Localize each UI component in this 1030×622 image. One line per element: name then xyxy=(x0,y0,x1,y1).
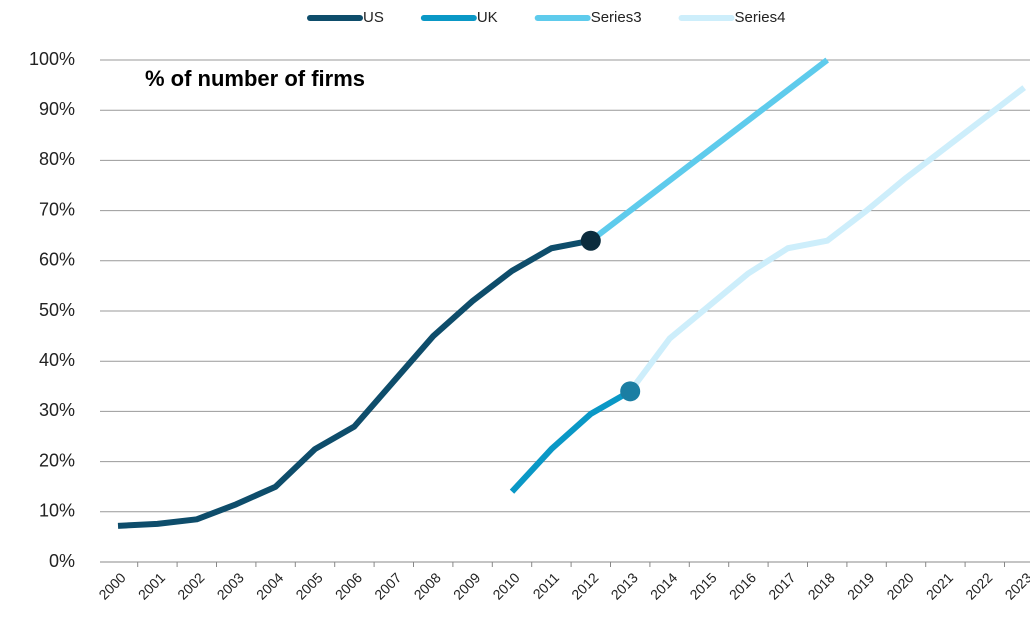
grid xyxy=(100,59,1030,563)
chart-title: % of number of firms xyxy=(145,66,365,91)
y-tick-label: 30% xyxy=(39,400,75,420)
x-tick-label: 2020 xyxy=(883,569,916,602)
y-tick-label: 50% xyxy=(39,300,75,320)
series-line xyxy=(509,388,632,494)
x-tick-label: 2005 xyxy=(292,569,325,602)
x-tick-label: 2023 xyxy=(1002,569,1030,602)
x-tick-label: 2019 xyxy=(844,569,877,602)
x-tick-label: 2013 xyxy=(608,569,641,602)
y-tick-label: 90% xyxy=(39,99,75,119)
x-tick-label: 2012 xyxy=(568,569,601,602)
x-tick-label: 2014 xyxy=(647,569,680,602)
y-tick-label: 20% xyxy=(39,450,75,470)
x-tick-label: 2006 xyxy=(332,569,365,602)
x-tick-label: 2017 xyxy=(765,569,798,602)
y-tick-label: 80% xyxy=(39,149,75,169)
x-tick-label: 2016 xyxy=(726,569,759,602)
legend-label: US xyxy=(363,9,384,26)
end-marker xyxy=(620,381,641,402)
x-tick-label: 2007 xyxy=(371,569,404,602)
x-tick-label: 2009 xyxy=(450,569,483,602)
x-tick-label: 2021 xyxy=(923,569,956,602)
y-tick-label: 10% xyxy=(39,501,75,521)
x-tick-label: 2000 xyxy=(95,569,128,602)
x-tick-label: 2010 xyxy=(489,569,522,602)
series-line xyxy=(627,85,1027,394)
x-tick-label: 2008 xyxy=(411,569,444,602)
y-tick-label: 0% xyxy=(49,551,75,571)
x-tick-label: 2002 xyxy=(174,569,207,602)
legend-label: Series4 xyxy=(735,9,786,26)
x-tick-label: 2022 xyxy=(962,569,995,602)
x-tick-label: 2003 xyxy=(214,569,247,602)
legend-label: Series3 xyxy=(591,9,642,26)
x-tick-label: 2011 xyxy=(530,569,563,602)
series-line xyxy=(117,237,592,529)
legend-label: UK xyxy=(477,9,498,26)
y-tick-label: 40% xyxy=(39,350,75,370)
y-tick-label: 60% xyxy=(39,250,75,270)
y-tick-label: 100% xyxy=(29,49,75,69)
series-line xyxy=(588,57,830,244)
x-tick-label: 2001 xyxy=(135,569,168,602)
x-tick-label: 2018 xyxy=(805,569,838,602)
y-tick-label: 70% xyxy=(39,199,75,219)
end-marker xyxy=(580,230,601,251)
x-tick-label: 2004 xyxy=(253,569,286,602)
x-tick-label: 2015 xyxy=(686,569,719,602)
